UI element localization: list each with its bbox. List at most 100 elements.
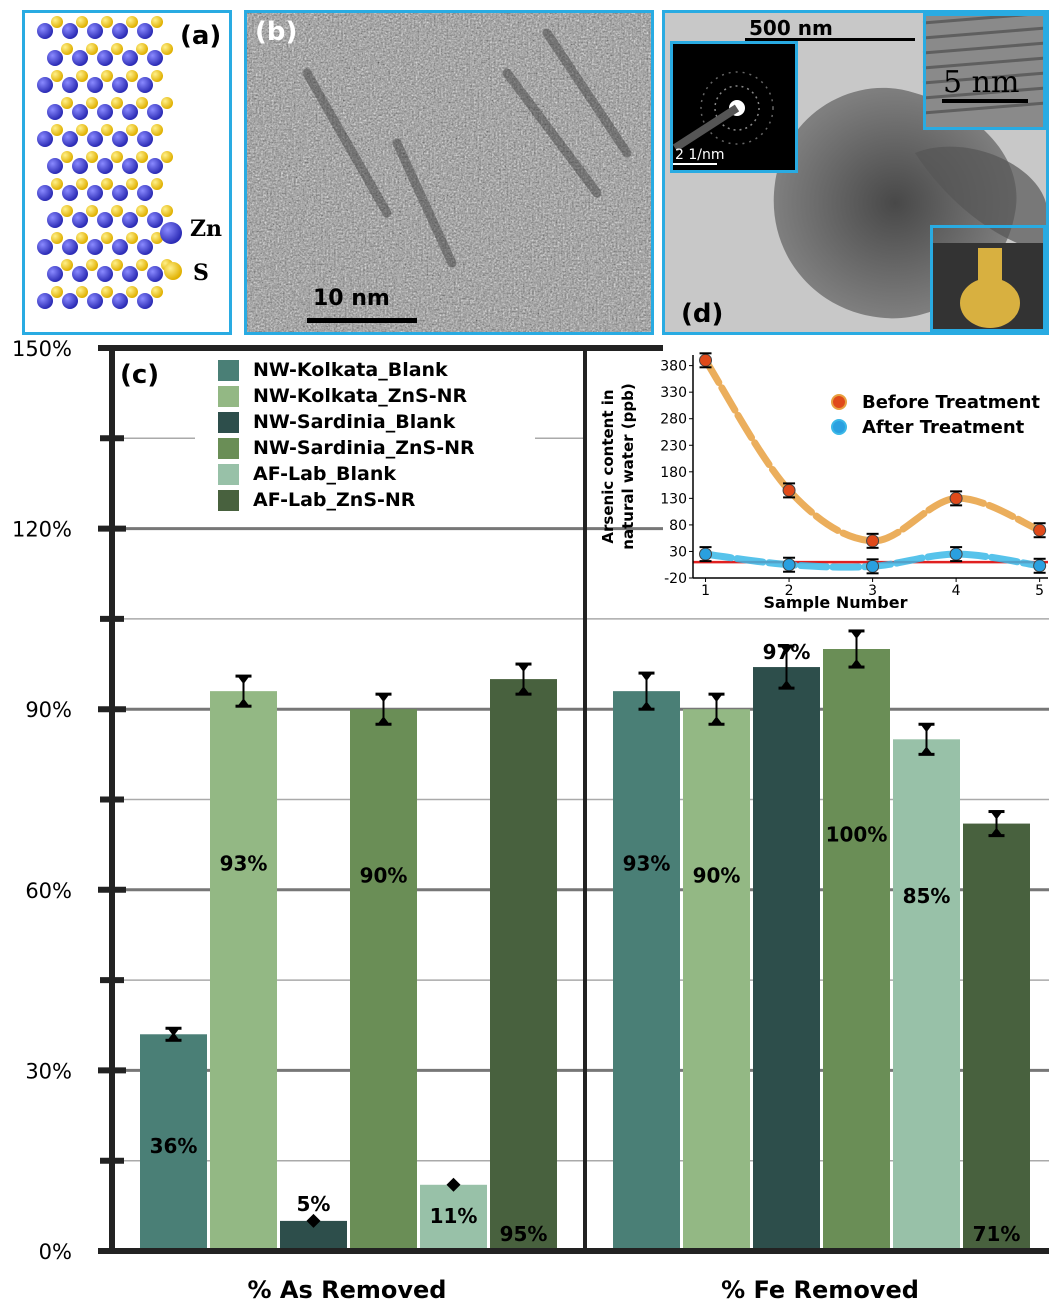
s-atom	[151, 178, 163, 190]
inset-y-tick-label: 380	[660, 359, 687, 375]
hrtem-inset	[923, 13, 1046, 130]
s-atom	[101, 232, 113, 244]
inset-x-tick-label: 5	[1035, 583, 1044, 599]
inset-y-label: Arsenic content in	[599, 389, 617, 543]
inset-y-tick-label: 230	[660, 438, 687, 454]
s-atom	[161, 151, 173, 163]
zn-atom	[137, 185, 153, 201]
data-point	[949, 491, 963, 505]
panel-d-label: (d)	[681, 299, 724, 329]
data-point	[866, 559, 880, 573]
s-atom	[111, 259, 123, 271]
error-arrow	[640, 701, 653, 710]
legend-label: NW-Sardinia_Blank	[253, 411, 456, 433]
s-atom	[151, 16, 163, 28]
zn-atom	[112, 23, 128, 39]
error-arrow	[990, 811, 1003, 820]
s-atom	[161, 43, 173, 55]
bar	[210, 691, 277, 1251]
s-atom	[136, 43, 148, 55]
panel-a-label: (a)	[180, 21, 222, 51]
zn-atom	[97, 266, 113, 282]
zn-atom	[147, 266, 163, 282]
inset-x-tick-label: 4	[952, 583, 961, 599]
error-arrow	[710, 694, 723, 703]
data-label: 90%	[693, 864, 741, 888]
bar	[683, 709, 750, 1251]
s-atom	[151, 232, 163, 244]
s-atom	[126, 124, 138, 136]
error-arrow	[237, 698, 250, 707]
bar	[963, 823, 1030, 1251]
inset-y-tick-label: 330	[660, 385, 687, 401]
inset-y-tick-label: 180	[660, 465, 687, 481]
zn-atom	[62, 23, 78, 39]
s-atom	[76, 124, 88, 136]
error-arrow	[990, 827, 1003, 836]
zn-legend-atom	[160, 222, 182, 244]
zn-atom	[72, 266, 88, 282]
legend-item: NW-Sardinia_Blank	[218, 409, 475, 435]
data-label: 71%	[973, 1222, 1021, 1246]
error-arrow	[850, 630, 863, 639]
inset-y-tick-label: 80	[669, 518, 687, 534]
s-legend-atom	[164, 262, 182, 280]
zn-atom	[122, 212, 138, 228]
zn-atom	[37, 293, 53, 309]
zn-atom	[62, 239, 78, 255]
data-point	[1033, 559, 1047, 573]
s-atom	[51, 286, 63, 298]
y-tick-label: 60%	[25, 879, 72, 903]
s-atom	[61, 259, 73, 271]
panel-b: (b) 10 nm	[244, 10, 654, 335]
error-arrow	[920, 746, 933, 755]
legend-swatch	[218, 463, 239, 485]
s-atom	[136, 205, 148, 217]
s-atom	[61, 43, 73, 55]
bar	[823, 649, 890, 1251]
s-atom	[61, 205, 73, 217]
zn-atom	[72, 158, 88, 174]
zn-atom	[137, 293, 153, 309]
zn-atom	[37, 23, 53, 39]
s-atom	[86, 151, 98, 163]
s-atom	[61, 151, 73, 163]
zn-atom	[122, 104, 138, 120]
error-arrow	[167, 1028, 180, 1037]
zn-atom	[147, 50, 163, 66]
bar	[490, 679, 557, 1251]
s-atom	[126, 70, 138, 82]
data-label: 36%	[150, 1134, 198, 1158]
zn-atom	[87, 185, 103, 201]
s-atom	[126, 178, 138, 190]
data-point	[866, 534, 880, 548]
saed-scale: 2 1/nm	[675, 147, 725, 163]
s-atom	[136, 151, 148, 163]
data-point	[699, 547, 713, 561]
category-label: % As Removed	[248, 1276, 447, 1304]
data-label: 100%	[826, 823, 888, 847]
inset-legend-label: After Treatment	[862, 417, 1025, 438]
panel-d: 500 nm 2 1/nm 5 nm (d)	[662, 10, 1049, 335]
y-tick-label: 90%	[25, 698, 72, 722]
bar	[753, 667, 820, 1251]
bar	[613, 691, 680, 1251]
s-atom	[51, 232, 63, 244]
zn-atom	[87, 23, 103, 39]
s-atom	[111, 43, 123, 55]
bar	[350, 709, 417, 1251]
s-atom	[76, 16, 88, 28]
data-label: 93%	[220, 851, 268, 875]
zn-atom	[37, 131, 53, 147]
legend-label: NW-Sardinia_ZnS-NR	[253, 437, 475, 459]
panel-c-label: (c)	[120, 360, 160, 390]
data-label: 90%	[360, 864, 408, 888]
zn-legend-label: Zn	[190, 216, 223, 242]
s-atom	[76, 70, 88, 82]
y-tick-label: 0%	[39, 1240, 72, 1264]
zn-atom	[87, 239, 103, 255]
error-arrow	[780, 680, 793, 689]
tem-image-d	[665, 13, 1046, 332]
panel-b-label: (b)	[255, 17, 298, 47]
zn-atom	[37, 77, 53, 93]
